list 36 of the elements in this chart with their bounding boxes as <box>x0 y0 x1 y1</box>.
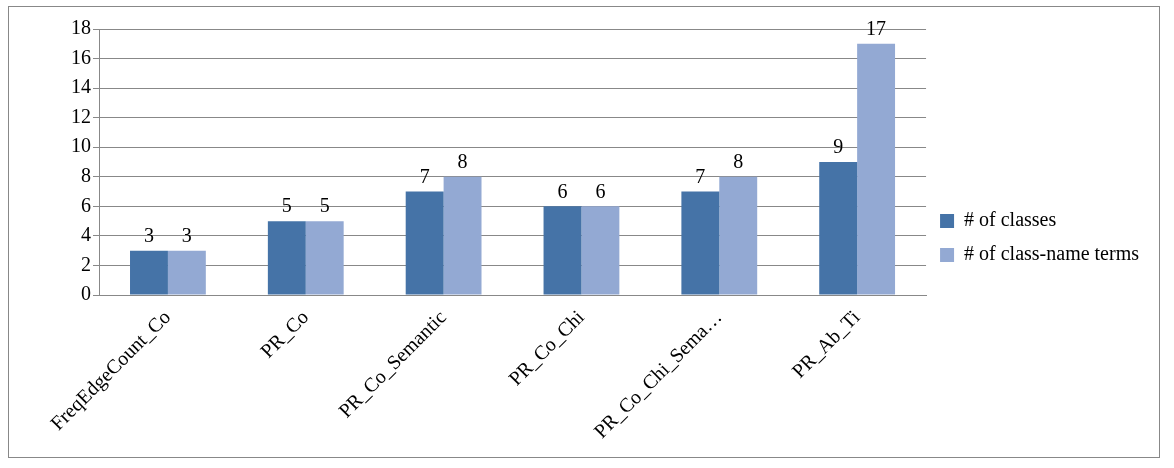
bar <box>543 206 582 295</box>
y-tick-label: 2 <box>81 252 91 275</box>
y-tick-label: 12 <box>71 104 91 127</box>
data-label: 17 <box>866 17 887 40</box>
y-tick-label: 16 <box>71 45 91 68</box>
y-tick-label: 10 <box>71 134 91 157</box>
bar <box>681 191 720 295</box>
data-label: 3 <box>143 223 154 246</box>
data-label: 5 <box>281 194 292 217</box>
y-tick-label: 14 <box>71 75 91 98</box>
bar <box>167 250 206 295</box>
data-label: 3 <box>181 223 192 246</box>
bar <box>405 191 444 295</box>
data-label: 6 <box>557 179 568 202</box>
data-label: 9 <box>833 135 844 158</box>
y-tick-label: 6 <box>81 193 91 216</box>
data-label: 7 <box>419 164 430 187</box>
bar <box>857 43 896 295</box>
bar <box>443 176 482 295</box>
bar <box>130 250 168 295</box>
data-label: 6 <box>595 179 606 202</box>
data-label: 5 <box>319 194 330 217</box>
legend-label: # of classes <box>964 208 1057 231</box>
bar <box>581 206 620 295</box>
legend-label: # of class-name terms <box>964 242 1140 265</box>
y-tick-label: 4 <box>81 223 91 246</box>
data-label: 8 <box>457 150 468 173</box>
bar <box>819 162 858 295</box>
bar <box>267 221 306 295</box>
y-tick-label: 8 <box>81 164 91 187</box>
data-label: 8 <box>733 150 744 173</box>
bar <box>719 176 758 295</box>
y-tick-label: 18 <box>71 16 91 39</box>
bar <box>305 221 344 295</box>
y-tick-label: 0 <box>81 282 91 305</box>
data-label: 7 <box>695 164 706 187</box>
